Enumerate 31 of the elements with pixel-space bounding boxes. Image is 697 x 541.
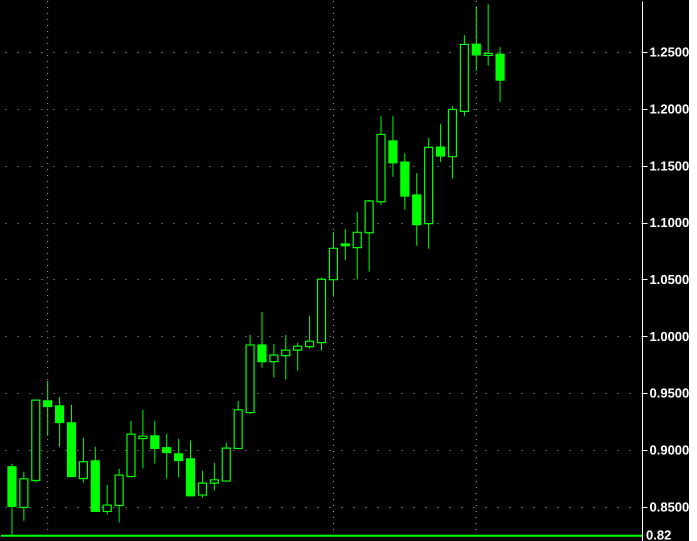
- candlestick: [210, 462, 219, 492]
- candlestick: [102, 484, 112, 515]
- y-tick-label: 1.0000: [650, 328, 690, 344]
- y-tick-label: 0.9500: [650, 386, 690, 401]
- candlestick: [43, 380, 52, 436]
- candlestick: [436, 124, 446, 163]
- ref-line-label: 0.82: [646, 528, 672, 541]
- y-tick-label: 1.2500: [650, 44, 690, 60]
- candlestick: [257, 311, 267, 368]
- candlestick: [150, 420, 160, 464]
- y-tick-label: 1.1500: [650, 158, 690, 174]
- candlestick: [340, 228, 350, 261]
- candlestick: [78, 437, 88, 483]
- candlestick: [138, 409, 148, 469]
- candlestick: [198, 470, 208, 498]
- y-tick-label: 0.8500: [650, 499, 690, 514]
- candlestick: [352, 212, 362, 280]
- y-tick-label: 0.9000: [650, 442, 690, 458]
- y-tick-label: 1.0500: [650, 272, 690, 287]
- candlestick: [293, 342, 302, 372]
- candlestick: [54, 396, 64, 448]
- candlestick: [388, 116, 398, 178]
- candlestick: [269, 343, 278, 378]
- candlestick: [162, 433, 172, 479]
- candlestick: [304, 315, 314, 350]
- y-tick-label: 1.1000: [650, 215, 690, 230]
- candlestick: [472, 6, 481, 72]
- candlestick: [174, 438, 184, 478]
- candlestick: [281, 334, 290, 380]
- candlestick: [484, 4, 493, 66]
- y-tick-label: 1.2000: [650, 101, 690, 116]
